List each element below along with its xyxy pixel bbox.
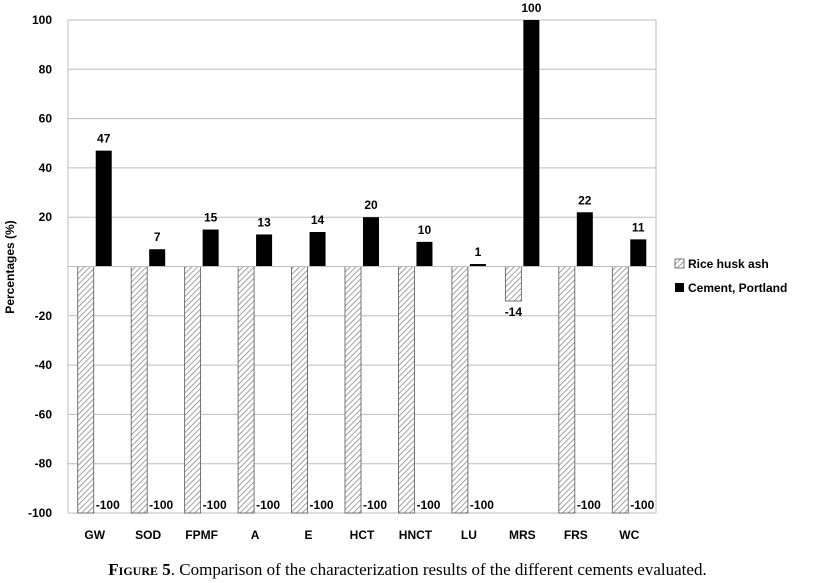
data-labels: 47 -100 7 -100 15 -100 13 -100 14 -100 20 -100 10 -10… xyxy=(96,1,655,512)
x-tick-label: LU xyxy=(461,528,477,542)
bar-rice-husk-ash xyxy=(237,266,255,514)
data-label-rice-husk-ash: -14 xyxy=(505,305,523,319)
bar-cement-portland xyxy=(523,20,540,267)
bar-cement-portland xyxy=(149,249,166,267)
bar-cement-portland xyxy=(469,264,486,267)
data-label-rice-husk-ash: -100 xyxy=(630,498,654,512)
x-tick-label: FRS xyxy=(564,528,588,542)
figure-label: Figure 5 xyxy=(108,560,171,579)
bar-cement-portland xyxy=(416,241,433,267)
y-tick-label: 40 xyxy=(39,161,53,175)
y-axis-ticks: 100 80 60 40 20 -20 -40 -60 -80 -100 xyxy=(28,13,52,520)
caption-text: . Comparison of the characterization res… xyxy=(170,560,707,579)
x-tick-label: E xyxy=(305,528,313,542)
data-label-cement-portland: 1 xyxy=(475,245,482,259)
bar-rice-husk-ash xyxy=(130,266,148,514)
bar-cement-portland xyxy=(630,239,647,267)
data-label-rice-husk-ash: -100 xyxy=(203,498,227,512)
y-axis-label: Percentages (%) xyxy=(3,220,17,313)
y-tick-label: 100 xyxy=(32,13,52,27)
data-label-cement-portland: 11 xyxy=(632,220,645,234)
data-label-rice-husk-ash: -100 xyxy=(96,498,120,512)
y-tick-label: -80 xyxy=(35,457,53,471)
data-label-rice-husk-ash: -100 xyxy=(363,498,387,512)
x-axis-ticks: GW SOD FPMF A E HCT HNCT LU MRS FRS WC xyxy=(84,528,639,542)
bar-rice-husk-ash xyxy=(611,266,629,514)
data-label-cement-portland: 47 xyxy=(97,132,111,146)
bar-cement-portland xyxy=(95,150,112,267)
bar-rice-husk-ash xyxy=(504,266,522,302)
data-label-cement-portland: 100 xyxy=(521,1,541,15)
data-label-rice-husk-ash: -100 xyxy=(310,498,334,512)
data-label-cement-portland: 14 xyxy=(311,213,325,227)
bar-rice-husk-ash xyxy=(184,266,202,514)
y-tick-label: 20 xyxy=(39,210,53,224)
x-tick-label: GW xyxy=(84,528,105,542)
bar-cement-portland xyxy=(309,231,326,267)
x-tick-label: SOD xyxy=(135,528,161,542)
y-tick-label: -100 xyxy=(28,506,52,520)
x-tick-label: A xyxy=(251,528,260,542)
y-tick-label: -60 xyxy=(35,407,53,421)
figure-caption: Figure 5. Comparison of the characteriza… xyxy=(0,560,815,580)
bar-cement-portland xyxy=(256,234,273,267)
bar-rice-husk-ash xyxy=(451,266,469,514)
data-label-rice-husk-ash: -100 xyxy=(470,498,494,512)
x-tick-label: HCT xyxy=(350,528,375,542)
legend-label-cement-portland: Cement, Portland xyxy=(688,281,787,295)
bar-rice-husk-ash xyxy=(344,266,362,514)
data-label-rice-husk-ash: -100 xyxy=(577,498,601,512)
x-tick-label: WC xyxy=(619,528,639,542)
data-label-cement-portland: 22 xyxy=(578,193,592,207)
y-tick-label: -20 xyxy=(35,309,53,323)
data-label-cement-portland: 7 xyxy=(154,230,161,244)
data-label-rice-husk-ash: -100 xyxy=(416,498,440,512)
data-label-rice-husk-ash: -100 xyxy=(256,498,280,512)
x-tick-label: MRS xyxy=(509,528,536,542)
legend-swatch-cement-portland xyxy=(675,283,684,292)
bar-cement-portland xyxy=(202,229,219,267)
legend-swatch-rice-husk-ash xyxy=(674,258,685,269)
bar-rice-husk-ash xyxy=(291,266,308,514)
x-tick-label: HNCT xyxy=(399,528,433,542)
bars xyxy=(68,20,656,514)
y-tick-label: -40 xyxy=(35,358,53,372)
legend: Rice husk ash Cement, Portland xyxy=(674,257,787,295)
x-tick-label: FPMF xyxy=(185,528,218,542)
y-tick-label: 60 xyxy=(39,112,53,126)
bar-cement-portland xyxy=(576,212,593,267)
bar-cement-portland xyxy=(363,217,379,267)
data-label-cement-portland: 20 xyxy=(364,198,378,212)
y-tick-label: 80 xyxy=(39,62,53,76)
gridlines xyxy=(67,19,657,514)
bar-rice-husk-ash xyxy=(77,266,95,514)
bar-rice-husk-ash xyxy=(558,266,576,514)
data-label-rice-husk-ash: -100 xyxy=(149,498,173,512)
data-label-cement-portland: 15 xyxy=(204,211,218,225)
data-label-cement-portland: 13 xyxy=(257,215,271,229)
bar-rice-husk-ash xyxy=(398,266,415,514)
data-label-cement-portland: 10 xyxy=(418,223,432,237)
legend-label-rice-husk-ash: Rice husk ash xyxy=(688,257,769,271)
